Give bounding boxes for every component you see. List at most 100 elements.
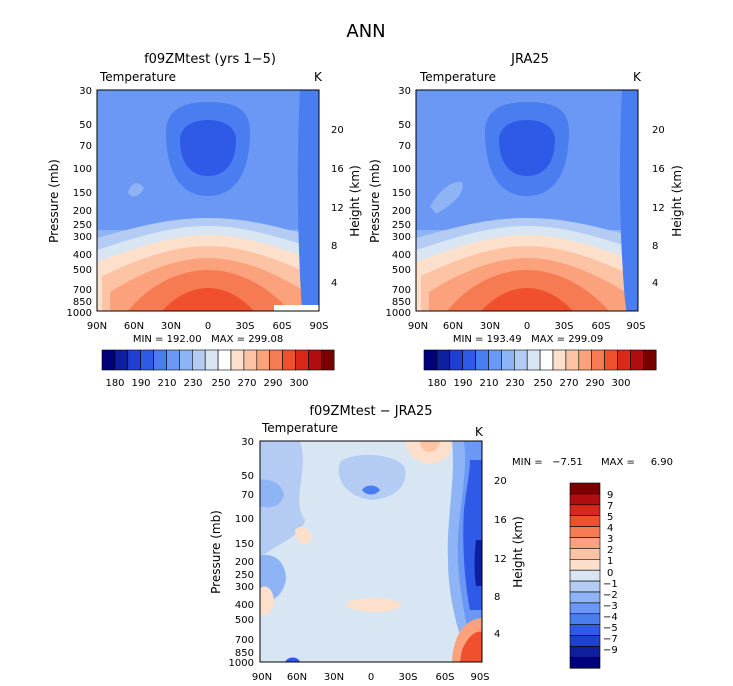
panel-obs-cbar-label: 250 bbox=[533, 378, 552, 389]
panel-model-ytick: 700 bbox=[73, 285, 92, 296]
colorbar-swatch bbox=[513, 349, 528, 371]
panel-obs-fill-pole bbox=[619, 90, 638, 311]
panel-model-cbar-label: 230 bbox=[183, 378, 202, 389]
colorbar-swatch bbox=[569, 493, 601, 506]
panel-model-xtick: 90S bbox=[309, 321, 328, 332]
panel-model-variable: Temperature bbox=[99, 70, 176, 84]
colorbar-swatch bbox=[604, 349, 618, 371]
colorbar-swatch bbox=[569, 580, 601, 593]
panel-diff-colorbar-labels: 9 7 5 4 3 2 1 0 −1 −2 −3 −4 −5 −7 −9 bbox=[603, 490, 618, 656]
panel-model-ytick: 70 bbox=[79, 141, 92, 152]
colorbar-swatch bbox=[153, 349, 167, 371]
panel-model-ytick: 50 bbox=[79, 120, 92, 131]
panel-diff-yticks: 30 50 70 100 150 200 250 300 400 500 700… bbox=[229, 437, 254, 669]
panel-model-fill-gap bbox=[274, 305, 319, 311]
panel-diff-xtick: 90S bbox=[470, 672, 489, 683]
panel-diff-cbar-label: −5 bbox=[603, 623, 618, 634]
colorbar-swatch bbox=[569, 548, 601, 560]
panel-diff-htick: 4 bbox=[494, 629, 500, 640]
panel-diff-fill-blob3 bbox=[260, 586, 274, 616]
colorbar-swatch bbox=[569, 591, 601, 604]
panel-diff-variable: Temperature bbox=[261, 421, 338, 435]
panel-model-ytick: 150 bbox=[73, 188, 92, 199]
panel-diff-frame bbox=[259, 440, 483, 663]
panel-model-xtick: 60N bbox=[124, 321, 144, 332]
colorbar-swatch bbox=[179, 349, 193, 371]
panel-obs-xtick: 60N bbox=[443, 321, 463, 332]
panel-obs-minmax: MIN = 193.49 MAX = 299.09 bbox=[453, 334, 603, 345]
colorbar-swatch bbox=[308, 349, 322, 371]
panel-obs-title: JRA25 bbox=[510, 52, 549, 67]
panel-model-contours bbox=[97, 90, 319, 311]
panel-obs-cbar-label: 290 bbox=[585, 378, 604, 389]
colorbar-swatch bbox=[630, 349, 644, 371]
colorbar-swatch bbox=[230, 349, 245, 371]
panel-model-cbar-label: 180 bbox=[105, 378, 124, 389]
panel-diff-ytick: 1000 bbox=[229, 658, 254, 669]
panel-diff-xtick: 60S bbox=[435, 672, 454, 683]
colorbar-swatch bbox=[569, 526, 601, 538]
panel-model-ytick: 850 bbox=[73, 297, 92, 308]
panel-obs-ytick: 500 bbox=[392, 265, 411, 276]
panel-diff-fill-blob2 bbox=[345, 598, 402, 613]
panel-model-cbar-label: 190 bbox=[131, 378, 150, 389]
panel-diff-fill-top-warm bbox=[405, 441, 452, 464]
panel-obs-variable: Temperature bbox=[419, 70, 496, 84]
panel-model-xtick: 90N bbox=[87, 321, 107, 332]
panel-obs-frame bbox=[415, 89, 639, 312]
colorbar-swatch bbox=[423, 349, 438, 371]
panel-diff-fill-left bbox=[260, 441, 305, 560]
panel-obs-cbar-label: 230 bbox=[505, 378, 524, 389]
colorbar-swatch bbox=[462, 349, 476, 371]
panel-diff-cbar-label: 3 bbox=[607, 534, 613, 545]
panel-diff-ytick: 50 bbox=[241, 471, 254, 482]
panel-diff-fill-blob1 bbox=[295, 526, 312, 545]
colorbar-swatch bbox=[166, 349, 180, 371]
panel-model-units: K bbox=[314, 70, 323, 84]
panel-model-fill-cold-core bbox=[180, 120, 236, 176]
panel-model-ylabel: Pressure (mb) bbox=[47, 159, 61, 243]
panel-model-frame bbox=[96, 89, 320, 312]
panel-diff-min: MIN = −7.51 bbox=[512, 457, 583, 468]
panel-diff-ytick: 500 bbox=[235, 615, 254, 626]
panel-diff-htick: 20 bbox=[494, 476, 507, 487]
colorbar-swatch bbox=[569, 613, 601, 625]
panel-diff-hticks: 20 16 12 8 4 bbox=[494, 476, 507, 640]
panel-diff-fill-top-warm2 bbox=[420, 441, 440, 452]
panel-obs-hticks: 20 16 12 8 4 bbox=[652, 125, 665, 289]
figure-title: ANN bbox=[346, 21, 385, 42]
colorbar-swatch bbox=[569, 537, 601, 549]
panel-diff-cbar-label: 5 bbox=[607, 512, 613, 523]
colorbar-swatch bbox=[539, 349, 554, 371]
panel-diff-ytick: 400 bbox=[235, 600, 254, 611]
panel-diff-ytick: 850 bbox=[235, 648, 254, 659]
panel-diff-fill-left-core bbox=[260, 479, 284, 508]
panel-obs-contours bbox=[416, 90, 638, 311]
panel-obs-htick: 20 bbox=[652, 125, 665, 136]
colorbar-swatch bbox=[526, 349, 541, 371]
panel-diff-htick: 16 bbox=[494, 515, 507, 526]
panel-model-fill-island bbox=[128, 183, 144, 197]
colorbar-swatch bbox=[569, 646, 601, 658]
panel-model-ylabel-right: Height (km) bbox=[348, 165, 362, 236]
panel-diff-cbar-label: 4 bbox=[607, 523, 613, 534]
colorbar-swatch bbox=[569, 482, 601, 495]
panel-model-fill-band8 bbox=[162, 288, 254, 311]
colorbar-swatch bbox=[488, 349, 502, 371]
colorbar-swatch bbox=[436, 349, 451, 371]
panel-model-htick: 12 bbox=[331, 203, 344, 214]
panel-diff-xtick: 30N bbox=[324, 672, 344, 683]
colorbar-swatch bbox=[565, 349, 580, 371]
panel-model-cbar-label: 210 bbox=[157, 378, 176, 389]
colorbar-swatch bbox=[140, 349, 154, 371]
colorbar-swatch bbox=[449, 349, 463, 371]
colorbar-swatch bbox=[578, 349, 592, 371]
colorbar-swatch bbox=[114, 349, 129, 371]
panel-model-colorbar bbox=[101, 349, 335, 371]
panel-obs-fill-band8 bbox=[481, 288, 573, 311]
panel-obs-cbar-label: 190 bbox=[453, 378, 472, 389]
colorbar-swatch bbox=[569, 515, 601, 527]
panel-diff-xtick: 0 bbox=[368, 672, 374, 683]
panel-obs-htick: 12 bbox=[652, 203, 665, 214]
panel-diff-fill-bottom-spot bbox=[285, 657, 300, 662]
